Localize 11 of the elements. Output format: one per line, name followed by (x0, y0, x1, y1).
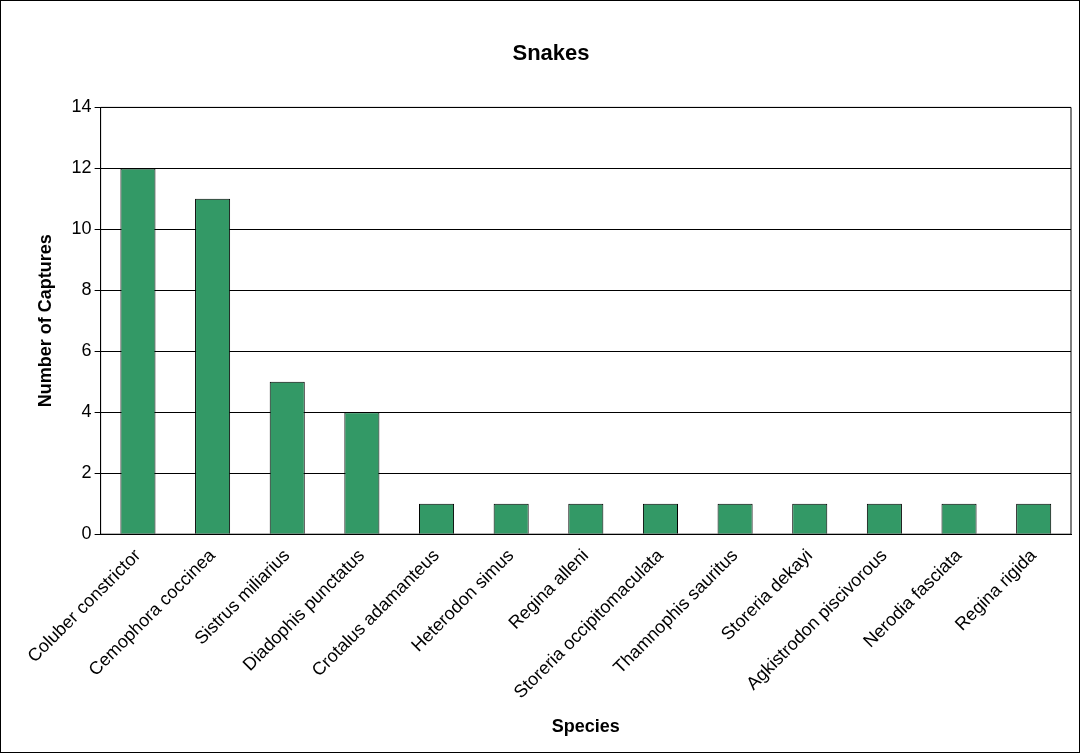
y-tick-label: 12 (71, 157, 92, 178)
y-tick-label: 0 (81, 523, 92, 544)
y-tick-label: 10 (71, 218, 92, 239)
y-axis-title: Number of Captures (34, 234, 55, 408)
y-tick-label: 4 (81, 401, 92, 422)
y-tick-label: 14 (71, 96, 92, 117)
chart-title: Snakes (512, 40, 590, 66)
y-tick-label: 8 (81, 279, 92, 300)
y-tick-label: 2 (81, 462, 92, 483)
x-axis-title: Species (551, 716, 620, 737)
y-tick-label: 6 (81, 340, 92, 361)
